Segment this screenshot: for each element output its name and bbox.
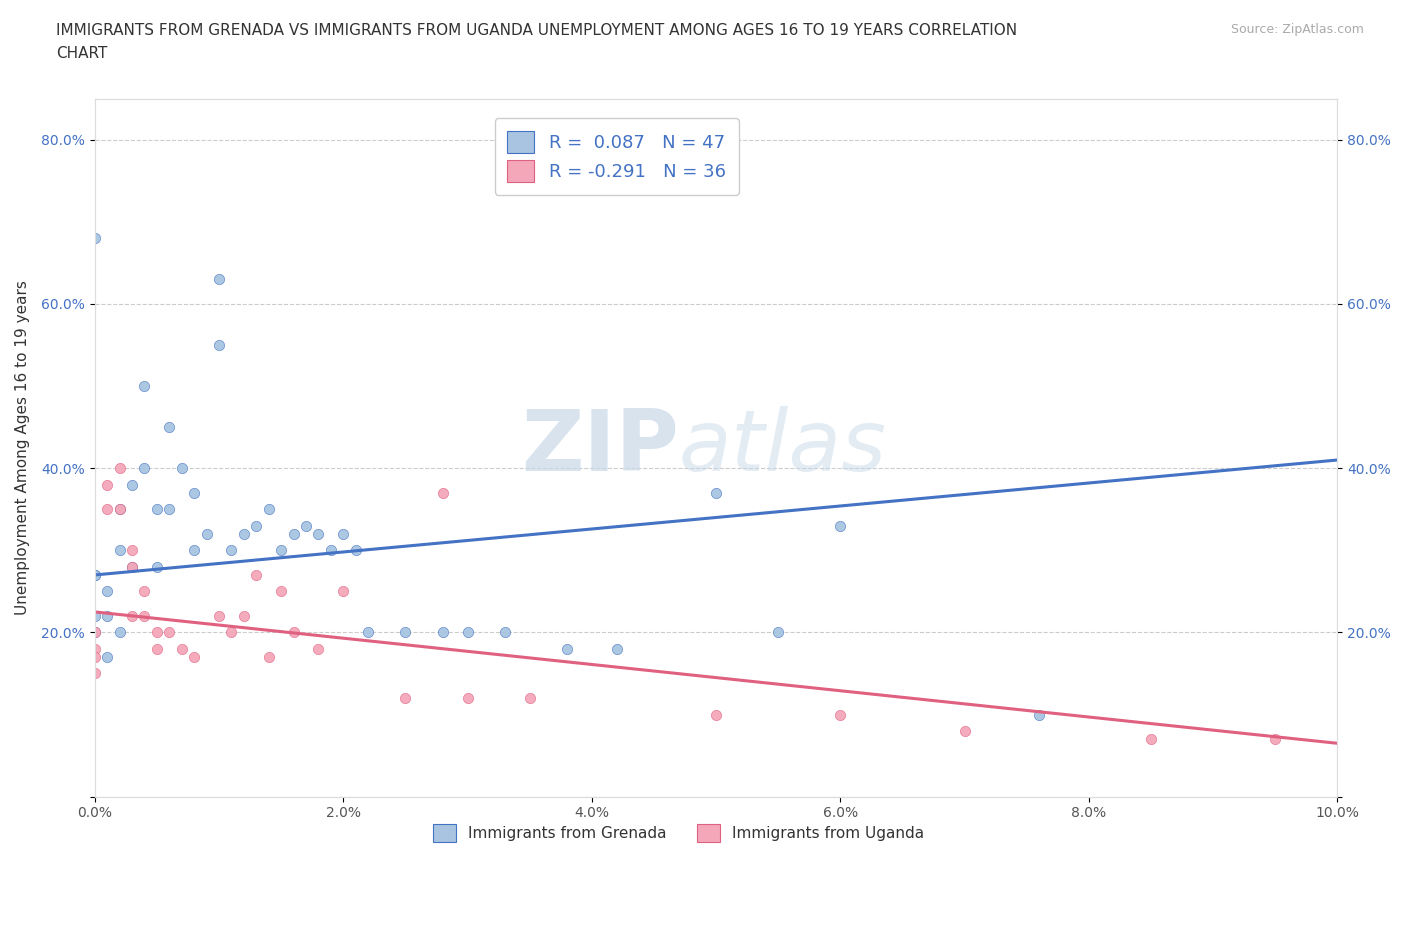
Point	[83, 608, 105, 623]
Text: CHART: CHART	[56, 46, 108, 61]
Point	[221, 625, 243, 640]
Point	[146, 625, 169, 640]
Point	[108, 625, 131, 640]
Point	[146, 642, 169, 657]
Point	[146, 502, 169, 517]
Point	[357, 625, 380, 640]
Point	[96, 650, 118, 665]
Point	[108, 502, 131, 517]
Point	[307, 642, 329, 657]
Point	[332, 526, 354, 541]
Point	[766, 625, 789, 640]
Point	[96, 608, 118, 623]
Point	[245, 567, 267, 582]
Point	[704, 485, 727, 500]
Point	[183, 485, 205, 500]
Point	[121, 559, 143, 574]
Point	[170, 642, 193, 657]
Point	[121, 543, 143, 558]
Point	[457, 625, 479, 640]
Point	[108, 502, 131, 517]
Point	[1264, 732, 1286, 747]
Point	[953, 724, 976, 738]
Point	[183, 650, 205, 665]
Point	[606, 642, 628, 657]
Point	[134, 584, 156, 599]
Point	[83, 567, 105, 582]
Point	[394, 691, 416, 706]
Point	[332, 584, 354, 599]
Point	[830, 518, 852, 533]
Point	[157, 419, 180, 434]
Point	[121, 477, 143, 492]
Point	[134, 379, 156, 393]
Point	[83, 625, 105, 640]
Point	[232, 608, 254, 623]
Point	[283, 526, 305, 541]
Point	[208, 272, 231, 286]
Point	[555, 642, 578, 657]
Point	[245, 518, 267, 533]
Point	[457, 691, 479, 706]
Point	[108, 543, 131, 558]
Point	[83, 567, 105, 582]
Point	[96, 584, 118, 599]
Point	[283, 625, 305, 640]
Point	[121, 559, 143, 574]
Text: Source: ZipAtlas.com: Source: ZipAtlas.com	[1230, 23, 1364, 36]
Point	[1140, 732, 1163, 747]
Point	[432, 485, 454, 500]
Point	[170, 460, 193, 475]
Point	[319, 543, 342, 558]
Point	[83, 625, 105, 640]
Point	[270, 584, 292, 599]
Point	[157, 502, 180, 517]
Point	[83, 231, 105, 246]
Point	[208, 338, 231, 352]
Point	[307, 526, 329, 541]
Point	[108, 460, 131, 475]
Text: atlas: atlas	[679, 406, 887, 489]
Point	[221, 543, 243, 558]
Point	[232, 526, 254, 541]
Point	[83, 642, 105, 657]
Point	[704, 707, 727, 722]
Point	[257, 502, 280, 517]
Point	[134, 460, 156, 475]
Point	[96, 502, 118, 517]
Point	[134, 608, 156, 623]
Point	[183, 543, 205, 558]
Point	[519, 691, 541, 706]
Point	[295, 518, 318, 533]
Point	[270, 543, 292, 558]
Point	[830, 707, 852, 722]
Y-axis label: Unemployment Among Ages 16 to 19 years: Unemployment Among Ages 16 to 19 years	[15, 280, 30, 615]
Point	[257, 650, 280, 665]
Text: ZIP: ZIP	[522, 406, 679, 489]
Legend: Immigrants from Grenada, Immigrants from Uganda: Immigrants from Grenada, Immigrants from…	[427, 817, 931, 848]
Point	[146, 559, 169, 574]
Text: IMMIGRANTS FROM GRENADA VS IMMIGRANTS FROM UGANDA UNEMPLOYMENT AMONG AGES 16 TO : IMMIGRANTS FROM GRENADA VS IMMIGRANTS FR…	[56, 23, 1018, 38]
Point	[121, 608, 143, 623]
Point	[344, 543, 367, 558]
Point	[208, 608, 231, 623]
Point	[1028, 707, 1050, 722]
Point	[83, 650, 105, 665]
Point	[83, 666, 105, 681]
Point	[157, 625, 180, 640]
Point	[494, 625, 516, 640]
Point	[195, 526, 218, 541]
Point	[96, 477, 118, 492]
Point	[394, 625, 416, 640]
Point	[432, 625, 454, 640]
